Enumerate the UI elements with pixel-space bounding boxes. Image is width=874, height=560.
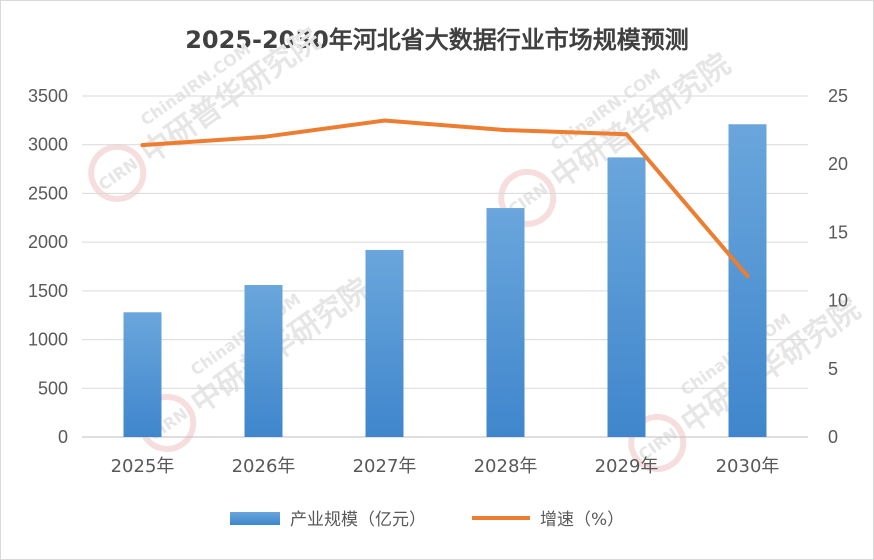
bar bbox=[486, 208, 525, 437]
watermark-logo-circle bbox=[88, 143, 147, 202]
y-left-tick-label: 3500 bbox=[28, 86, 68, 106]
y-left-tick-label: 1000 bbox=[28, 330, 68, 350]
y-right-tick-label: 20 bbox=[828, 154, 848, 174]
bar bbox=[244, 285, 283, 437]
line-point bbox=[261, 134, 266, 139]
y-right-tick-label: 15 bbox=[828, 222, 848, 242]
y-left-tick-label: 2000 bbox=[28, 232, 68, 252]
line-point bbox=[745, 274, 750, 279]
x-tick-label: 2025年 bbox=[111, 456, 175, 477]
legend: 产业规模（亿元） 增速（%） bbox=[230, 510, 624, 530]
x-tick-label: 2026年 bbox=[232, 456, 296, 477]
y-left-tick-label: 1500 bbox=[28, 281, 68, 301]
y-right-tick-label: 10 bbox=[828, 291, 848, 311]
line-series bbox=[140, 118, 750, 279]
line-point bbox=[624, 132, 629, 137]
bar bbox=[607, 157, 646, 437]
growth-line bbox=[140, 118, 750, 279]
y-left-tick-label: 2500 bbox=[28, 183, 68, 203]
bar bbox=[123, 312, 162, 437]
gridlines bbox=[82, 95, 808, 438]
y-right-tick-label: 25 bbox=[828, 86, 848, 106]
y-right-tick-label: 0 bbox=[828, 427, 838, 447]
y-left-tick-label: 3000 bbox=[28, 135, 68, 155]
bar-series bbox=[123, 124, 767, 438]
x-tick-label: 2030年 bbox=[716, 456, 780, 477]
legend-bar-label: 产业规模（亿元） bbox=[290, 510, 426, 530]
y-right-tick-label: 5 bbox=[828, 359, 838, 379]
line-point bbox=[503, 128, 508, 133]
line-point bbox=[140, 143, 145, 148]
legend-line-label: 增速（%） bbox=[540, 510, 624, 530]
y-left-tick-label: 500 bbox=[38, 378, 68, 398]
axes: 0 500 1000 1500 2000 2500 3000 3500 0 5 10 15 20 25 20… bbox=[28, 86, 848, 477]
y-left-tick-label: 0 bbox=[58, 427, 68, 447]
x-tick-label: 2027年 bbox=[353, 456, 417, 477]
chart-title: 2025-2030年河北省大数据行业市场规模预测 bbox=[185, 26, 689, 54]
line-point bbox=[382, 118, 387, 123]
bar bbox=[728, 124, 767, 438]
bar bbox=[365, 249, 404, 437]
x-tick-label: 2028年 bbox=[474, 456, 538, 477]
legend-bar-swatch bbox=[230, 512, 280, 525]
x-tick-label: 2029年 bbox=[595, 456, 659, 477]
